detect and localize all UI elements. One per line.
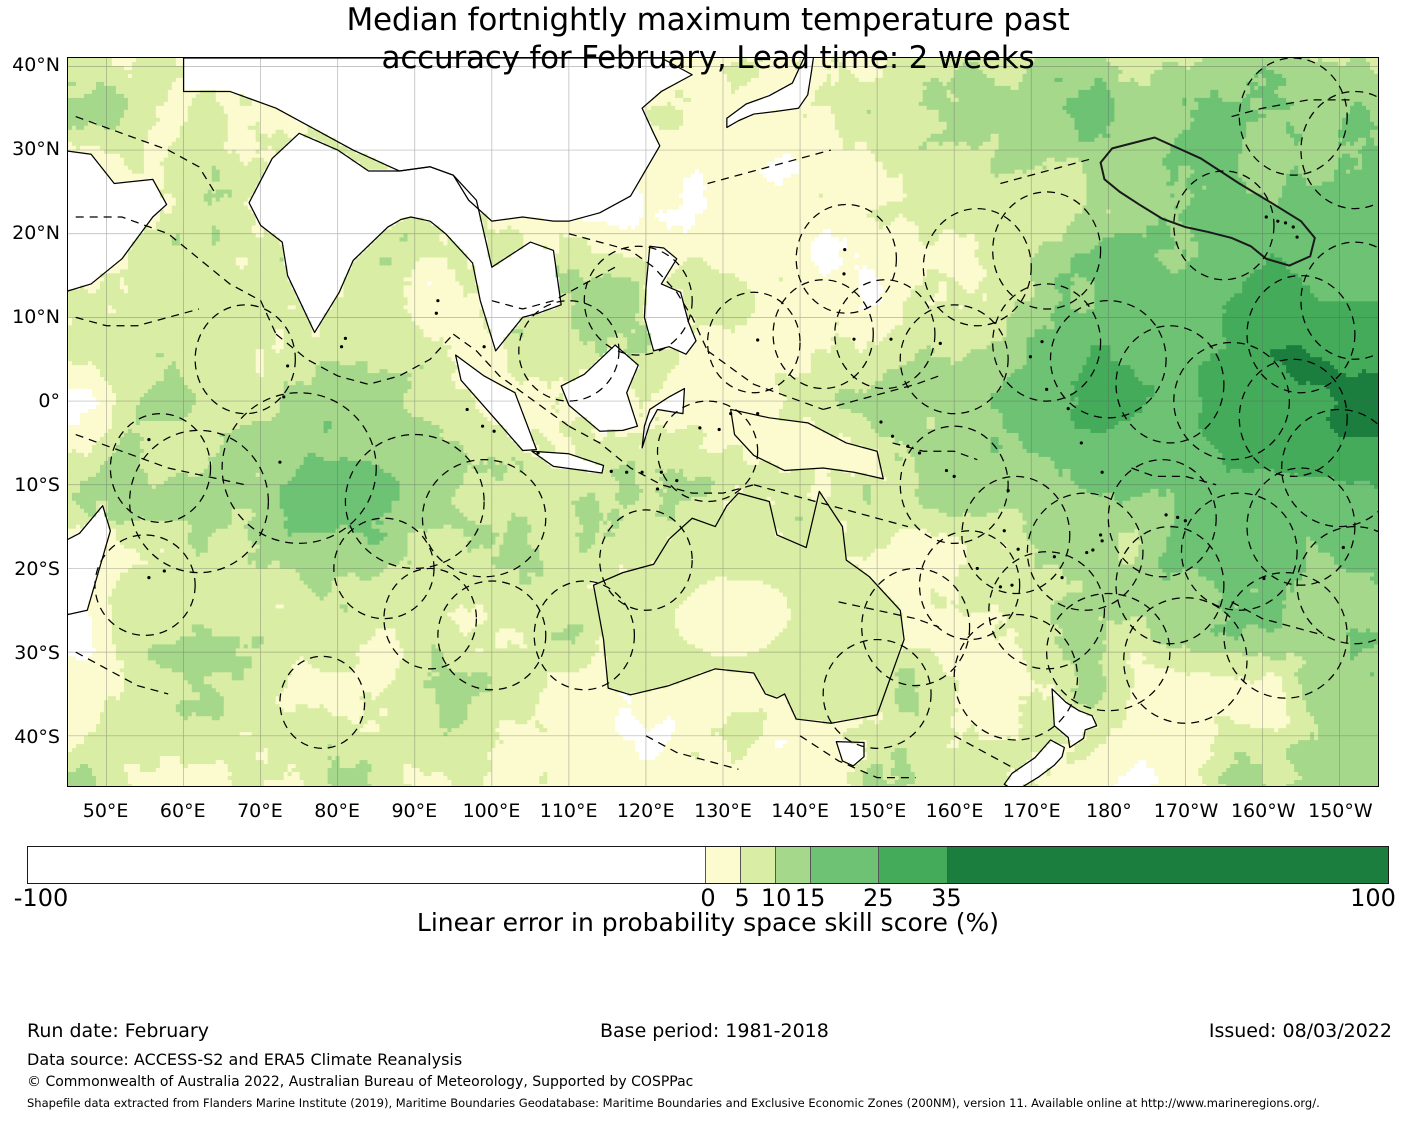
lon-tick-label: 70°E (237, 800, 283, 822)
base-period-text: Base period: 1981-2018 (600, 1020, 829, 1042)
lon-tick-label: 120°E (616, 800, 675, 822)
map-plot-area[interactable] (67, 57, 1379, 787)
colorbar-segment (878, 847, 947, 883)
colorbar-segment (809, 847, 879, 883)
lat-tick-label: 40°N (12, 54, 60, 77)
lon-tick-label: 130°E (694, 800, 752, 822)
colorbar-segment (28, 847, 705, 883)
shapefile-attribution: Shapefile data extracted from Flanders M… (27, 1096, 1320, 1110)
lon-tick-label: 160°E (925, 800, 984, 822)
colorbar-label: Linear error in probability space skill … (416, 908, 1000, 937)
lon-tick-label: 80°E (314, 800, 360, 822)
lon-tick-label: 170°W (1153, 800, 1219, 822)
lon-tick-label: 100°E (462, 800, 521, 822)
lat-tick-label: 10°N (12, 306, 60, 329)
footer: Run date: February Base period: 1981-201… (0, 1012, 1416, 1112)
lon-tick-label: 160°W (1230, 800, 1296, 822)
colorbar-tick-label: 5 (734, 884, 750, 912)
colorbar[interactable] (27, 846, 1389, 884)
colorbar-segment (946, 847, 1388, 883)
colorbar-tick-label: 10 (760, 884, 792, 912)
colorbar-tick-label: 15 (794, 884, 826, 912)
lat-tick-label: 20°N (12, 222, 60, 245)
lon-tick-label: 140°E (771, 800, 830, 822)
colorbar-segment (705, 847, 740, 883)
lon-tick-label: 150°W (1308, 800, 1373, 822)
lon-tick-label: 60°E (159, 800, 206, 822)
run-date-text: Run date: February (27, 1020, 209, 1042)
map-canvas (68, 58, 1378, 786)
lon-tick-label: 50°E (82, 800, 129, 822)
lat-tick-label: 30°S (14, 641, 60, 664)
lon-tick-label: 180° (1085, 800, 1132, 822)
lat-tick-label: 10°S (14, 473, 60, 496)
lon-tick-label: 90°E (391, 800, 438, 822)
title-line-1: Median fortnightly maximum temperature p… (346, 2, 1070, 38)
colorbar-tick-label: -100 (13, 884, 69, 912)
lat-tick-label: 40°S (14, 725, 60, 748)
copyright-text: © Commonwealth of Australia 2022, Austra… (27, 1074, 694, 1090)
lat-tick-label: 20°S (14, 557, 60, 580)
colorbar-tick-label: 0 (700, 884, 716, 912)
colorbar-tick-label: 25 (862, 884, 894, 912)
lat-tick-label: 0° (38, 390, 60, 413)
lon-tick-label: 110°E (539, 800, 598, 822)
lat-tick-label: 30°N (12, 138, 60, 161)
colorbar-segment (774, 847, 810, 883)
data-source-text: Data source: ACCESS-S2 and ERA5 Climate … (27, 1050, 463, 1069)
colorbar-segment (739, 847, 775, 883)
colorbar-tick-label: 35 (931, 884, 962, 912)
colorbar-tick-label: 100 (1350, 884, 1396, 912)
lon-tick-label: 170°E (1002, 800, 1061, 822)
issued-date-text: Issued: 08/03/2022 (1208, 1020, 1392, 1042)
lon-tick-label: 150°E (848, 800, 907, 822)
colorbar-gradient (27, 846, 1389, 884)
